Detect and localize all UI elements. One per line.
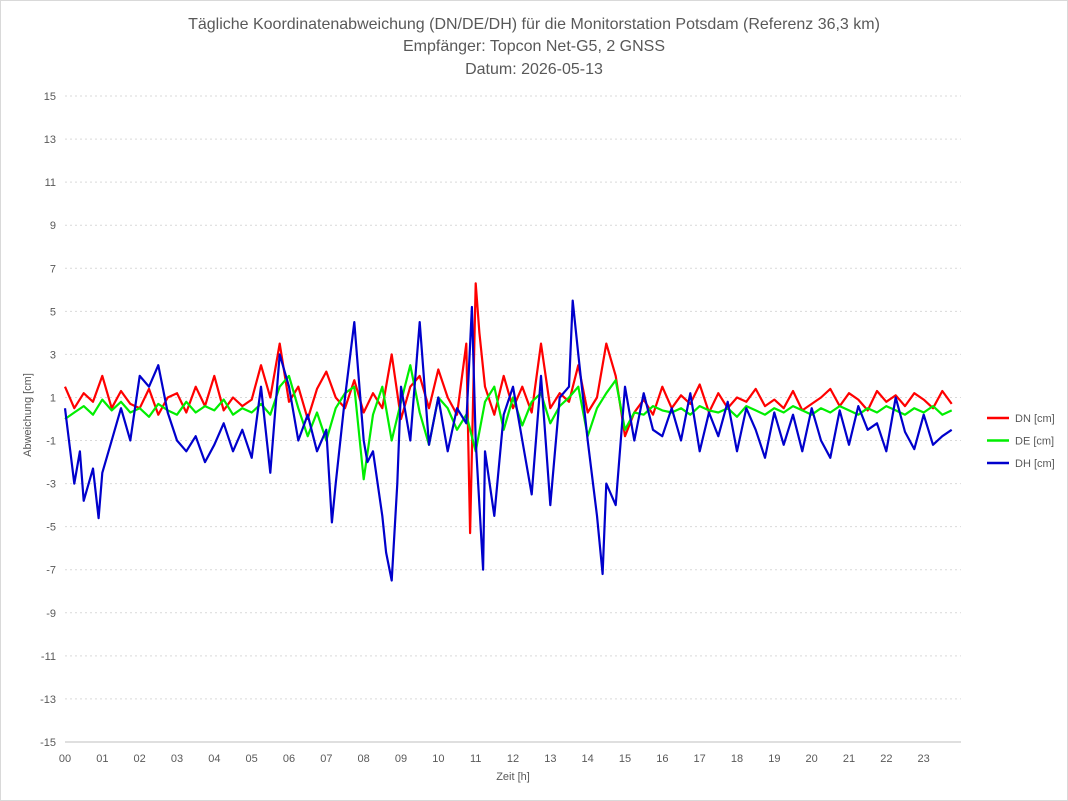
x-tick-label: 20: [806, 753, 818, 765]
y-tick-label: -13: [40, 694, 56, 706]
x-tick-label: 08: [358, 753, 370, 765]
x-tick-label: 16: [656, 753, 668, 765]
chart-subtitle: Empfänger: Topcon Net-G5, 2 GNSS: [403, 38, 665, 55]
y-tick-label: 9: [50, 220, 56, 232]
x-tick-label: 05: [246, 753, 258, 765]
chart-title: Tägliche Koordinatenabweichung (DN/DE/DH…: [188, 16, 880, 33]
legend-label: DN [cm]: [1015, 413, 1055, 425]
x-tick-label: 12: [507, 753, 519, 765]
x-tick-label: 01: [96, 753, 108, 765]
x-tick-label: 18: [731, 753, 743, 765]
x-tick-label: 07: [320, 753, 332, 765]
x-tick-label: 21: [843, 753, 855, 765]
legend: DN [cm] DE [cm] DH [cm]: [987, 413, 1055, 470]
legend-label: DH [cm]: [1015, 458, 1055, 470]
y-tick-label: 11: [45, 177, 56, 189]
x-tick-label: 23: [918, 753, 930, 765]
y-tick-label: 15: [44, 91, 56, 103]
x-axis-title: Zeit [h]: [496, 771, 530, 783]
series-line-2: [64, 364, 953, 481]
series-line-3: [63, 299, 953, 582]
x-tick-label: 22: [880, 753, 892, 765]
y-tick-label: 13: [44, 134, 56, 146]
x-tick-label: 00: [59, 753, 71, 765]
x-tick-label: 09: [395, 753, 407, 765]
x-tick-label: 06: [283, 753, 295, 765]
x-tick-label: 17: [694, 753, 706, 765]
x-tick-label: 15: [619, 753, 631, 765]
y-tick-label: -15: [40, 737, 56, 749]
y-gridlines: [65, 95, 961, 743]
y-tick-label: 3: [50, 349, 56, 361]
x-tick-label: 11: [470, 753, 481, 765]
x-tick-label: 19: [768, 753, 780, 765]
y-tick-label: -5: [46, 522, 56, 534]
x-tick-label: 13: [544, 753, 556, 765]
y-tick-label: 7: [50, 263, 56, 275]
y-tick-label: -9: [46, 608, 56, 620]
x-tick-label: 10: [432, 753, 444, 765]
y-tick-label: 1: [50, 392, 56, 404]
chart-date: Datum: 2026-05-13: [465, 61, 603, 78]
series-line-1: [63, 282, 953, 535]
y-tick-labels: 15 13 11 9 7 5 3 1 -1 -3 -5 -7 -9 -11 -13 -15: [40, 91, 56, 749]
y-tick-label: -3: [46, 479, 56, 491]
y-tick-label: -1: [46, 436, 56, 448]
x-tick-label: 04: [208, 753, 220, 765]
y-tick-label: 5: [50, 306, 56, 318]
x-tick-label: 14: [582, 753, 594, 765]
x-tick-labels: 00 01 02 03 04 05 06 07 08 09 10 11 12 13 14 15 16 17 18 19…: [59, 753, 930, 765]
y-axis-title: Abweichung [cm]: [22, 373, 34, 457]
x-tick-label: 03: [171, 753, 183, 765]
x-tick-label: 02: [134, 753, 146, 765]
y-tick-label: -11: [41, 651, 56, 663]
series-lines: [63, 282, 953, 582]
y-tick-label: -7: [46, 565, 56, 577]
legend-label: DE [cm]: [1015, 436, 1054, 448]
